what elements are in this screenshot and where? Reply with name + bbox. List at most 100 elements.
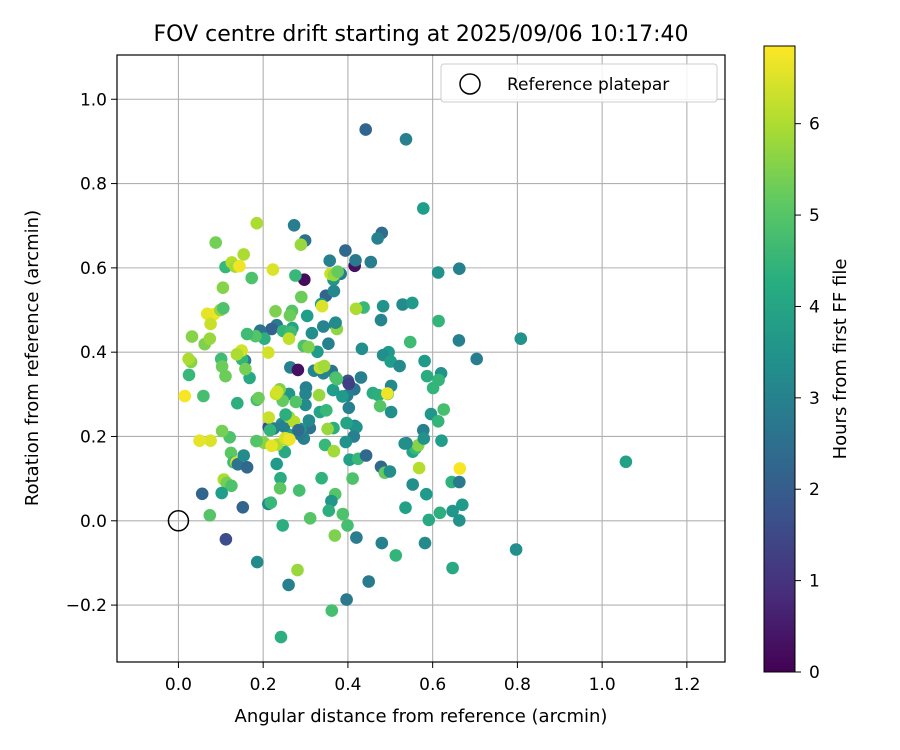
scatter-point xyxy=(265,322,278,336)
scatter-point xyxy=(182,352,195,366)
scatter-point xyxy=(270,457,284,471)
scatter-point xyxy=(420,487,433,501)
data-points xyxy=(178,123,633,644)
scatter-point xyxy=(393,359,406,373)
legend-box xyxy=(440,63,718,103)
x-axis-label: Angular distance from reference (arcmin) xyxy=(235,706,608,727)
scatter-point xyxy=(346,472,359,485)
colorbar-ticks: 0 1 2 3 4 5 6 xyxy=(795,115,820,683)
scatter-point xyxy=(446,561,459,575)
scatter-point xyxy=(355,342,369,356)
scatter-point xyxy=(406,296,419,310)
scatter-point xyxy=(233,259,246,273)
scatter-point xyxy=(300,309,314,323)
scatter-point xyxy=(237,248,250,261)
scatter-point xyxy=(446,504,459,518)
scatter-point xyxy=(182,368,196,382)
scatter-point xyxy=(195,487,209,501)
scatter-point xyxy=(277,420,291,433)
scatter-point xyxy=(336,390,349,403)
scatter-point xyxy=(354,371,368,384)
scatter-point xyxy=(349,302,363,316)
scatter-point xyxy=(331,265,345,279)
scatter-point xyxy=(274,630,288,644)
colorbar-tick-label: 0 xyxy=(809,663,820,683)
legend-label: Reference platepar xyxy=(507,75,669,95)
y-tick-label: 0.8 xyxy=(80,175,107,195)
colorbar-tick-label: 4 xyxy=(809,297,820,317)
scatter-point xyxy=(302,340,315,354)
scatter-point xyxy=(237,449,250,462)
scatter-point xyxy=(299,387,312,401)
scatter-point xyxy=(265,439,278,453)
colorbar-tick-label: 1 xyxy=(809,572,820,592)
scatter-point xyxy=(509,543,523,556)
scatter-point xyxy=(514,332,528,346)
legend: Reference platepar xyxy=(440,63,718,103)
scatter-point xyxy=(215,360,229,373)
scatter-point xyxy=(373,399,387,413)
scatter-point xyxy=(266,263,280,276)
colorbar-tick-label: 3 xyxy=(809,389,820,409)
scatter-point xyxy=(339,435,353,449)
scatter-point xyxy=(349,253,362,267)
scatter-point xyxy=(362,575,376,588)
scatter-point xyxy=(323,254,337,267)
scatter-point xyxy=(406,478,420,491)
colorbar: 0 1 2 3 4 5 6 Hours from first FF file xyxy=(763,45,851,683)
scatter-point xyxy=(422,513,436,527)
scatter-point xyxy=(262,411,276,424)
scatter-point xyxy=(315,471,328,485)
scatter-point xyxy=(274,471,287,485)
scatter-point xyxy=(289,269,302,282)
scatter-point xyxy=(302,414,316,427)
scatter-point xyxy=(289,395,303,409)
scatter-point xyxy=(270,385,284,399)
scatter-point xyxy=(435,434,448,448)
scatter-point xyxy=(341,519,354,532)
scatter-point xyxy=(204,317,217,331)
scatter-point xyxy=(252,391,265,405)
scatter-point xyxy=(342,377,356,391)
x-tick-label: 1.2 xyxy=(673,675,700,695)
scatter-point xyxy=(384,405,398,419)
scatter-point xyxy=(327,284,341,298)
scatter-point xyxy=(340,593,353,606)
scatter-point xyxy=(287,219,301,232)
colorbar-tick-label: 5 xyxy=(809,206,820,226)
scatter-point xyxy=(418,354,431,368)
scatter-point xyxy=(376,299,390,313)
scatter-point xyxy=(330,372,344,386)
scatter-point xyxy=(326,383,340,397)
scatter-point xyxy=(215,424,229,438)
scatter-point xyxy=(219,369,232,383)
scatter-point xyxy=(322,337,335,351)
scatter-point xyxy=(339,244,352,257)
chart-title: FOV centre drift starting at 2025/09/06 … xyxy=(154,22,689,47)
scatter-point xyxy=(322,504,336,517)
scatter-point xyxy=(350,531,363,544)
scatter-point xyxy=(291,563,304,577)
scatter-point xyxy=(320,404,333,417)
scatter-point xyxy=(215,486,228,500)
scatter-point xyxy=(383,465,397,478)
scatter-point xyxy=(371,232,384,245)
scatter-point xyxy=(381,387,394,400)
y-axis-label: Rotation from reference (arcmin) xyxy=(22,210,43,506)
scatter-point xyxy=(219,533,233,546)
scatter-point xyxy=(325,494,338,508)
scatter-point xyxy=(250,555,264,569)
scatter-point xyxy=(426,381,440,395)
scatter-point xyxy=(231,396,244,410)
scatter-point xyxy=(399,133,413,146)
scatter-point xyxy=(619,455,633,469)
scatter-point xyxy=(336,507,350,521)
scatter-point xyxy=(292,484,306,497)
scatter-point xyxy=(250,434,263,448)
scatter-point xyxy=(185,330,199,343)
y-tick-label: 0.4 xyxy=(80,343,107,363)
reference-platepar-marker xyxy=(167,510,190,532)
scatter-point xyxy=(329,316,342,330)
colorbar-label: Hours from first FF file xyxy=(830,259,851,460)
